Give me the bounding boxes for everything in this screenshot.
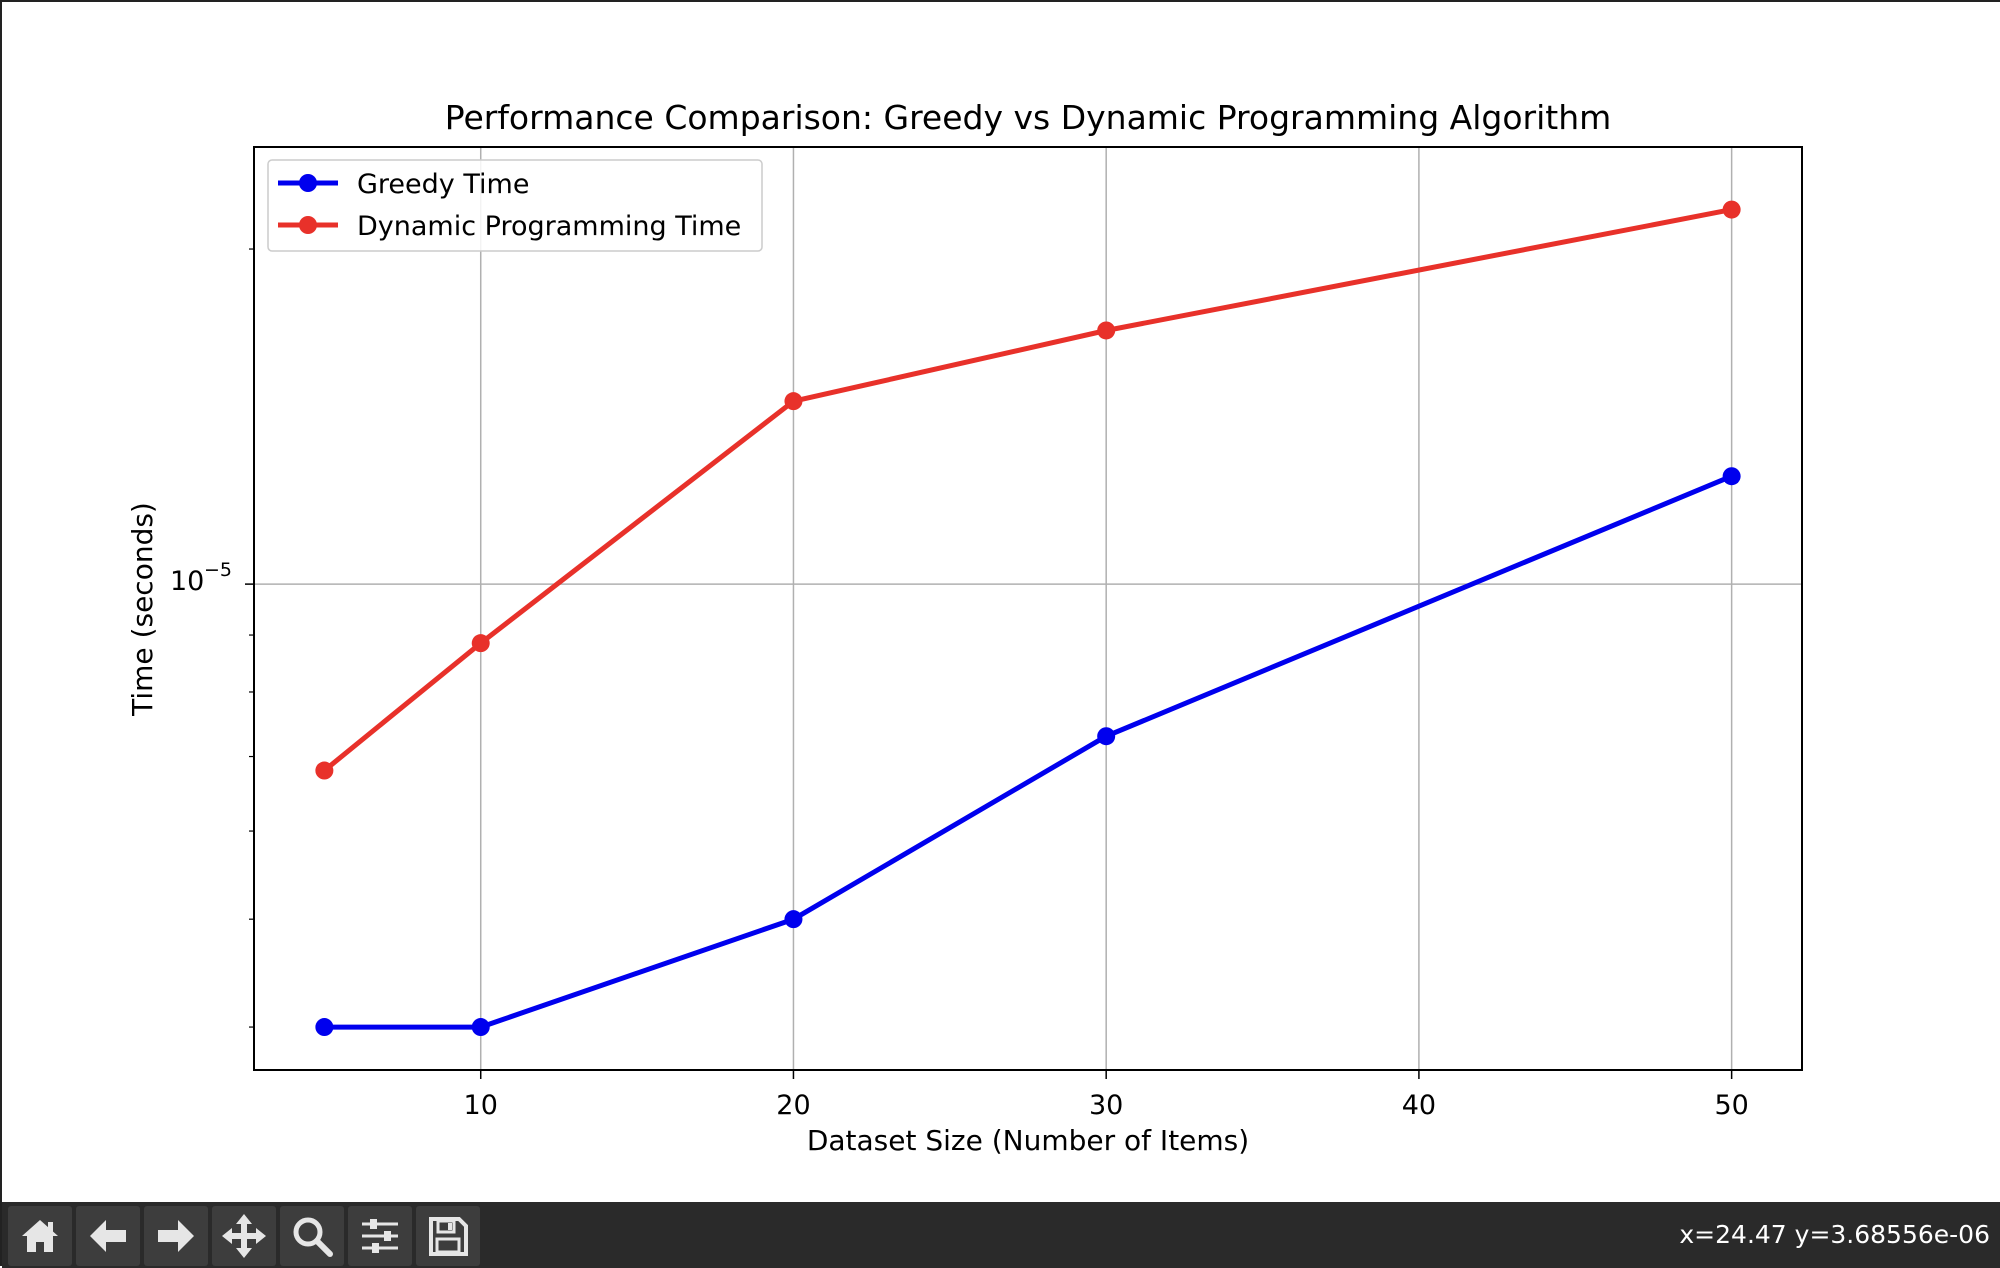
grid-lines	[254, 147, 1802, 1070]
zoom-magnifier-icon	[293, 1217, 333, 1257]
legend-label-dynamic-programming: Dynamic Programming Time	[357, 211, 741, 242]
zoom-button[interactable]	[280, 1206, 344, 1266]
cursor-coordinate-readout: x=24.47 y=3.68556e-06	[1679, 1220, 1990, 1249]
series-0-point	[471, 1018, 490, 1037]
configure-subplots-button[interactable]	[348, 1206, 412, 1266]
home-button[interactable]	[8, 1206, 72, 1266]
pan-button[interactable]	[212, 1206, 276, 1266]
series-1-point	[1722, 200, 1741, 219]
series-0-point	[1722, 467, 1741, 486]
legend-label-greedy: Greedy Time	[357, 169, 529, 200]
back-button[interactable]	[76, 1206, 140, 1266]
pan-move-icon	[222, 1214, 266, 1258]
legend: Greedy Time Dynamic Programming Time	[267, 159, 763, 252]
series-1-point	[784, 392, 803, 411]
legend-marker-dynamic-programming	[299, 216, 317, 234]
series-0-point	[784, 910, 803, 929]
y-major-tick-label: 10 −5	[170, 559, 232, 597]
x-axis-label: Dataset Size (Number of Items)	[807, 1124, 1249, 1157]
series-0-point	[1097, 727, 1116, 746]
y-tick-label-base: 10	[170, 566, 204, 597]
y-axis-label: Time (seconds)	[126, 502, 159, 717]
chart-title: Performance Comparison: Greedy vs Dynami…	[445, 98, 1612, 137]
series-1-point	[315, 761, 334, 780]
navigation-toolbar	[2, 1202, 2000, 1268]
x-tick-label: 30	[1089, 1090, 1123, 1121]
forward-button[interactable]	[144, 1206, 208, 1266]
x-tick-label: 50	[1714, 1090, 1748, 1121]
chart-figure: 10 20 30 40 50 Performance Comparison: Greed…	[126, 98, 1803, 1157]
legend-box	[267, 159, 763, 252]
save-floppy-icon	[429, 1217, 468, 1256]
series-line-0	[324, 473, 1733, 1030]
home-icon	[22, 1220, 58, 1252]
configure-subplots-icon	[362, 1219, 398, 1253]
series-1-point	[1097, 321, 1116, 340]
legend-marker-greedy	[299, 174, 317, 192]
series-0-point	[315, 1018, 334, 1037]
back-arrow-icon	[90, 1220, 126, 1252]
axes-frame	[253, 146, 1803, 1071]
y-tick-label-exponent: −5	[204, 559, 232, 581]
series-layer	[315, 200, 1741, 1037]
x-tick-label: 20	[776, 1090, 810, 1121]
legend-entry-greedy: Greedy Time	[278, 169, 529, 200]
series-line-1	[322, 207, 1733, 773]
save-button[interactable]	[416, 1206, 480, 1266]
x-tick-label: 10	[464, 1090, 498, 1121]
x-tick-label: 40	[1402, 1090, 1436, 1121]
series-1-point	[471, 634, 490, 653]
forward-arrow-icon	[158, 1220, 194, 1252]
legend-entry-dynamic-programming: Dynamic Programming Time	[278, 211, 741, 242]
tick-layer: 10 20 30 40 50	[245, 248, 1749, 1121]
